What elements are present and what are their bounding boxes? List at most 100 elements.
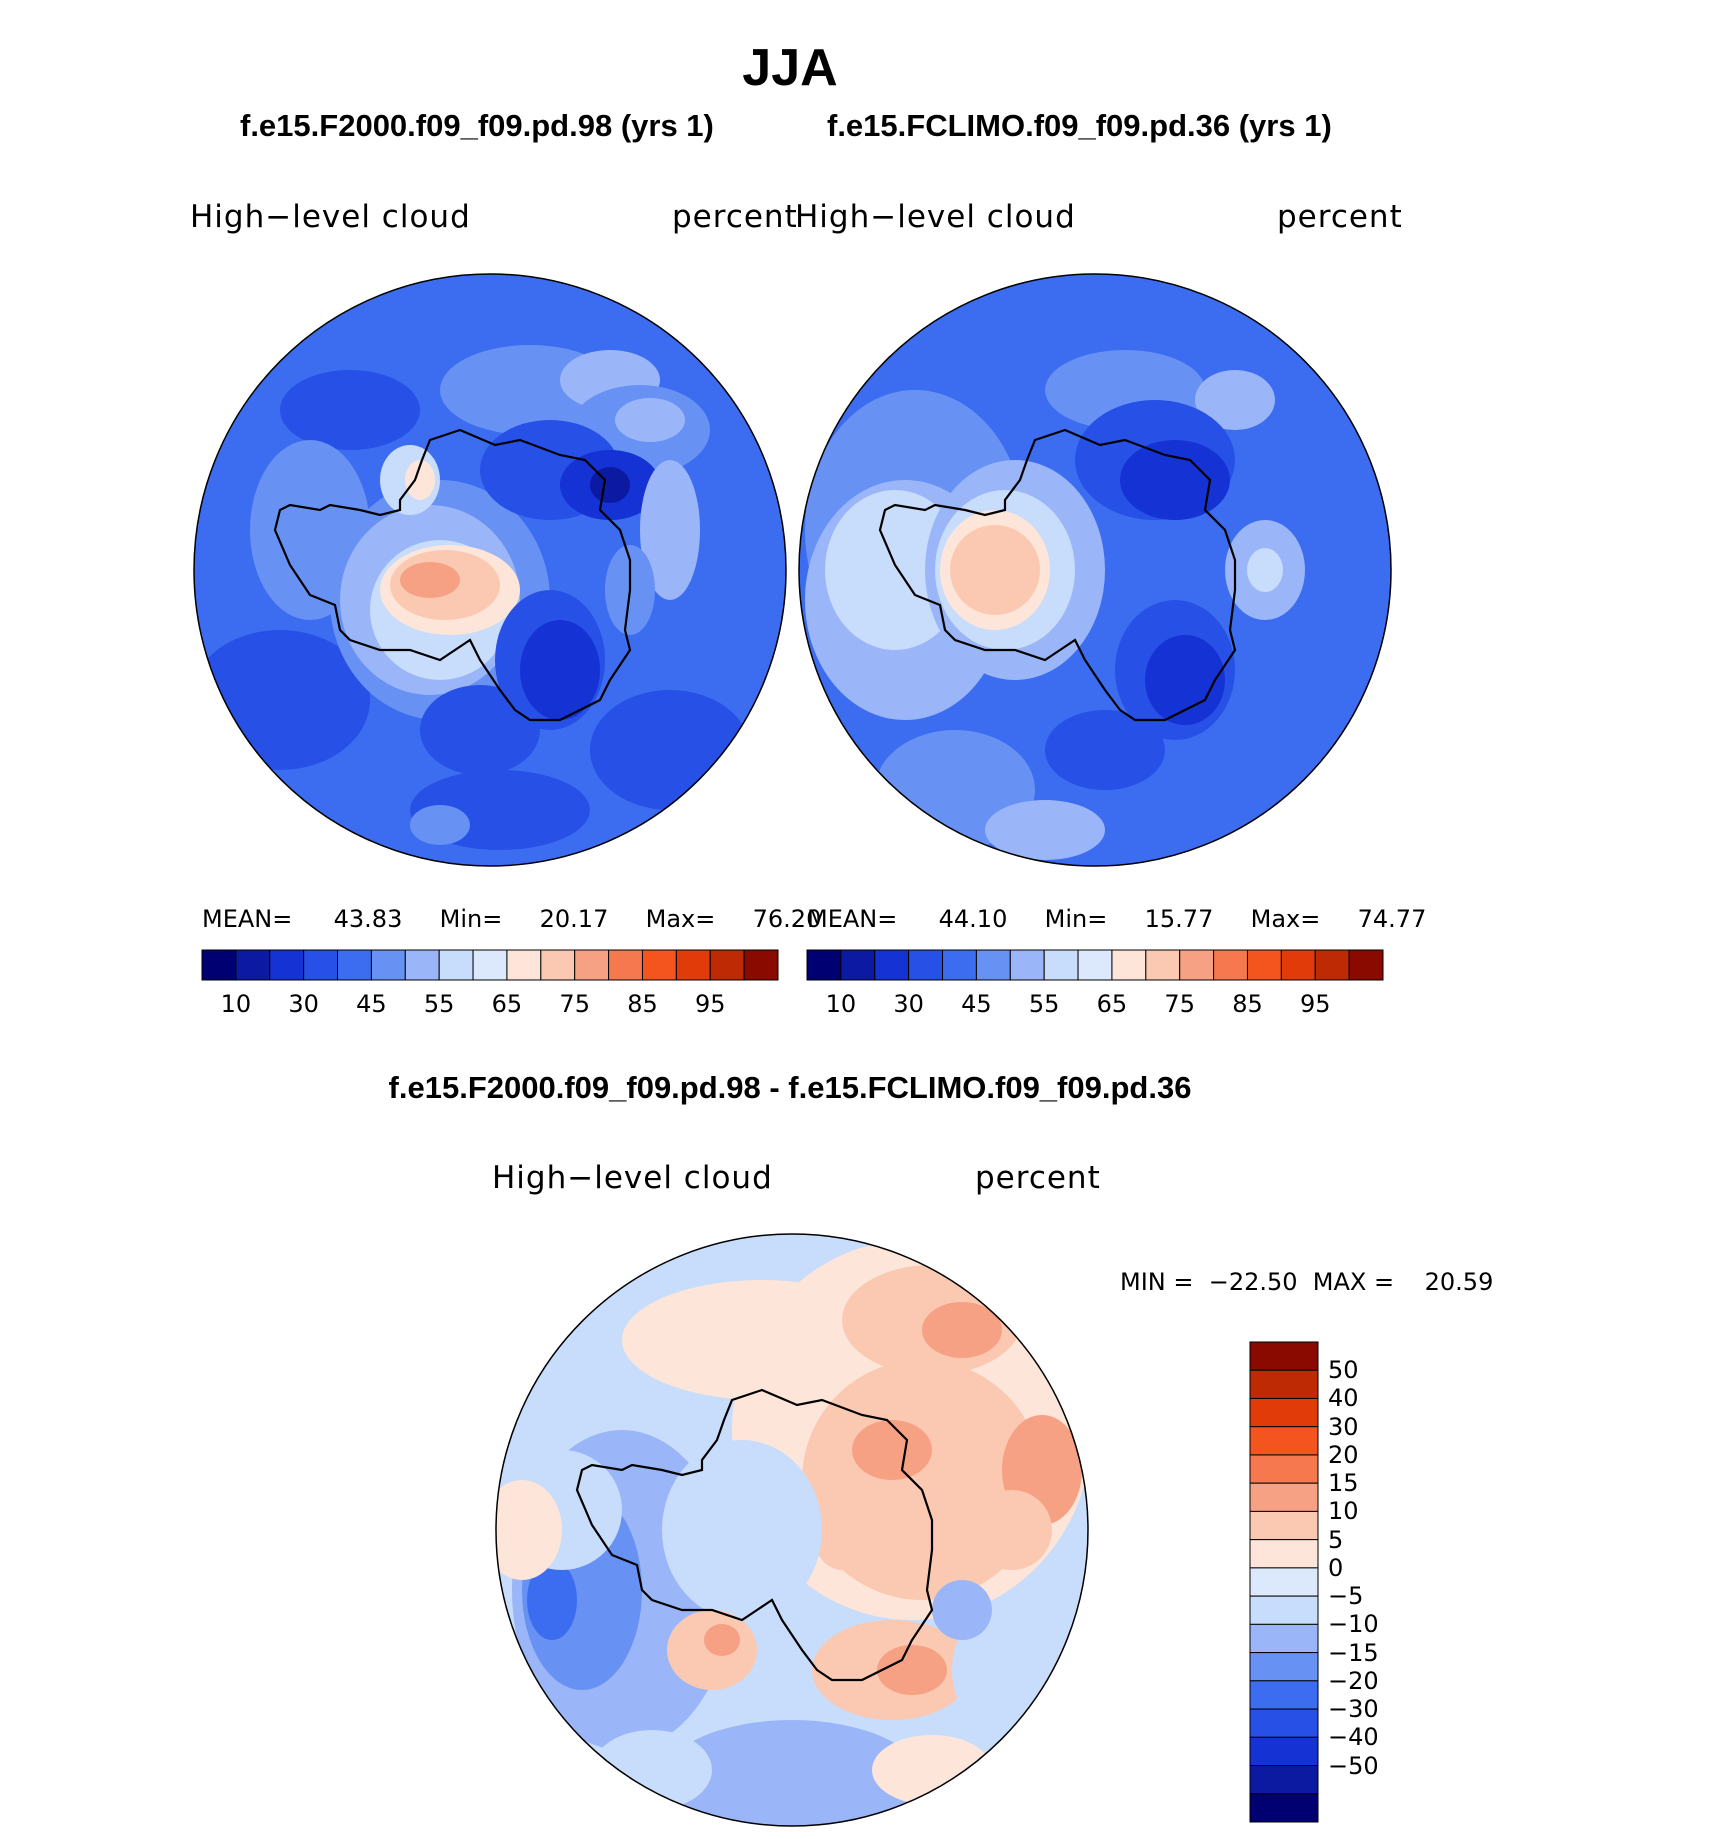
colorbar-difference-tick-label: 50 [1328,1356,1359,1385]
colorbar-difference-tick-label: 40 [1328,1384,1359,1413]
colorbar-panel2-swatch [1077,949,1113,981]
colorbar-panel2-swatch [1043,949,1079,981]
colorbar-difference-swatch [1249,1510,1319,1541]
colorbar-panel1 [201,949,779,981]
colorbar-panel1-swatch [675,949,711,981]
colorbar-panel2-tick-label: 75 [1164,990,1195,1018]
colorbar-panel1-tick-label: 65 [491,990,523,1018]
colorbar-difference-swatch [1249,1680,1319,1710]
colorbar-panel1-swatch [235,949,271,981]
colorbar-difference-swatch [1249,1341,1319,1371]
difference-case-title: f.e15.F2000.f09_f09.pd.98 - f.e15.FCLIMO… [388,1070,1192,1105]
colorbar-difference-swatch [1249,1793,1319,1823]
colorbar-panel1-swatch [201,949,237,981]
panel1-variable-label: High−level cloud [190,199,471,235]
map-panel2 [798,273,1392,867]
map-difference [495,1233,1089,1827]
panel2-units-label: percent [1277,199,1403,235]
panel1-mean-value: 43.83 [333,905,403,933]
colorbar-panel2-tick-label: 45 [961,990,992,1018]
colorbar-panel1-ticks: 10 30 45 55 65 75 85 95 [202,990,778,1020]
panel2-mean-value: 44.10 [938,905,1008,933]
colorbar-difference-swatch [1249,1539,1319,1569]
panel1-case-title: f.e15.F2000.f09_f09.pd.98 (yrs 1) [240,108,714,143]
colorbar-difference-swatch [1249,1426,1319,1456]
panel2-max-value: 74.77 [1357,905,1427,933]
panel2-stats: MEAN= 44.10 Min= 15.77 Max= 74.77 [807,905,1426,933]
colorbar-panel1-swatch [337,949,372,981]
colorbar-difference-swatch [1249,1595,1319,1625]
panel1-max-label: Max= [645,905,716,933]
colorbar-panel2-tick-label: 10 [825,990,857,1018]
colorbar-panel1-swatch [303,949,339,981]
colorbar-panel1-swatch [404,949,440,981]
colorbar-panel1-swatch [608,949,643,981]
panel2-min-label: Min= [1044,905,1108,933]
colorbar-difference-ticks: 50 40 30 20 15 10 5 0 −5 −10 −15 −20 −30 −40 −50 [1328,1342,1448,1822]
panel2-min-value: 15.77 [1144,905,1214,933]
colorbar-panel1-swatch [269,949,305,981]
colorbar-panel2-swatch [1213,949,1248,981]
panel1-units-label: percent [672,199,798,235]
panel1-mean-label: MEAN= [202,905,293,933]
panel2-variable-label: High−level cloud [795,199,1076,235]
colorbar-difference-tick-label: −10 [1328,1610,1379,1639]
colorbar-difference-tick-label: 30 [1328,1412,1359,1441]
colorbar-panel2-ticks: 10 30 45 55 65 75 85 95 [807,990,1383,1020]
panel2-max-label: Max= [1250,905,1321,933]
colorbar-panel1-swatch [743,949,779,981]
colorbar-panel2-swatch [975,949,1011,981]
colorbar-panel1-swatch [540,949,576,981]
colorbar-difference-tick-label: −5 [1328,1582,1364,1611]
colorbar-panel2-swatch [1145,949,1181,981]
colorbar-difference-swatch [1249,1482,1319,1512]
colorbar-panel1-tick-label: 10 [220,990,252,1018]
colorbar-difference-tick-label: 20 [1328,1440,1359,1469]
colorbar-panel2-tick-label: 85 [1232,990,1263,1018]
colorbar-panel2 [806,949,1384,981]
colorbar-panel2-swatch [1348,949,1384,981]
colorbar-panel1-swatch [709,949,745,981]
colorbar-difference-swatch [1249,1369,1319,1399]
map-panel1 [193,273,787,867]
colorbar-difference-tick-label: −30 [1328,1695,1379,1724]
colorbar-panel1-swatch [472,949,508,981]
colorbar-panel2-swatch [942,949,977,981]
colorbar-panel1-tick-label: 85 [627,990,658,1018]
colorbar-panel1-tick-label: 55 [423,990,455,1018]
difference-minmax: MIN = −22.50 MAX = 20.59 [1120,1268,1494,1296]
colorbar-difference-tick-label: −50 [1328,1751,1379,1780]
colorbar-panel1-tick-label: 95 [694,990,726,1018]
panel1-max-value: 76.20 [752,905,822,933]
colorbar-difference-swatch [1249,1708,1319,1738]
colorbar-panel2-swatch [874,949,910,981]
panel2-mean-label: MEAN= [807,905,898,933]
colorbar-panel2-swatch [908,949,944,981]
colorbar-panel1-swatch [370,949,406,981]
colorbar-panel2-tick-label: 55 [1028,990,1060,1018]
colorbar-difference-tick-label: 5 [1328,1525,1344,1554]
panel2-case-title: f.e15.FCLIMO.f09_f09.pd.36 (yrs 1) [827,108,1332,143]
colorbar-panel2-swatch [1314,949,1350,981]
colorbar-panel1-tick-label: 30 [288,990,319,1018]
colorbar-panel2-swatch [806,949,842,981]
colorbar-difference [1249,1341,1319,1823]
colorbar-difference-tick-label: 0 [1328,1553,1344,1582]
colorbar-panel2-swatch [840,949,876,981]
colorbar-panel1-swatch [641,949,677,981]
panel1-min-value: 20.17 [539,905,609,933]
colorbar-panel2-tick-label: 30 [893,990,924,1018]
panel1-stats: MEAN= 43.83 Min= 20.17 Max= 76.20 [202,905,821,933]
colorbar-difference-tick-label: −40 [1328,1723,1379,1752]
colorbar-panel2-swatch [1246,949,1282,981]
colorbar-difference-swatch [1249,1652,1319,1682]
colorbar-panel1-swatch [506,949,542,981]
colorbar-difference-swatch [1249,1397,1319,1428]
colorbar-panel2-tick-label: 95 [1299,990,1331,1018]
difference-units-label: percent [975,1160,1101,1196]
page-title: JJA [742,39,838,97]
colorbar-difference-swatch [1249,1736,1319,1767]
colorbar-panel2-swatch [1280,949,1316,981]
difference-variable-label: High−level cloud [492,1160,773,1196]
colorbar-difference-swatch [1249,1623,1319,1654]
